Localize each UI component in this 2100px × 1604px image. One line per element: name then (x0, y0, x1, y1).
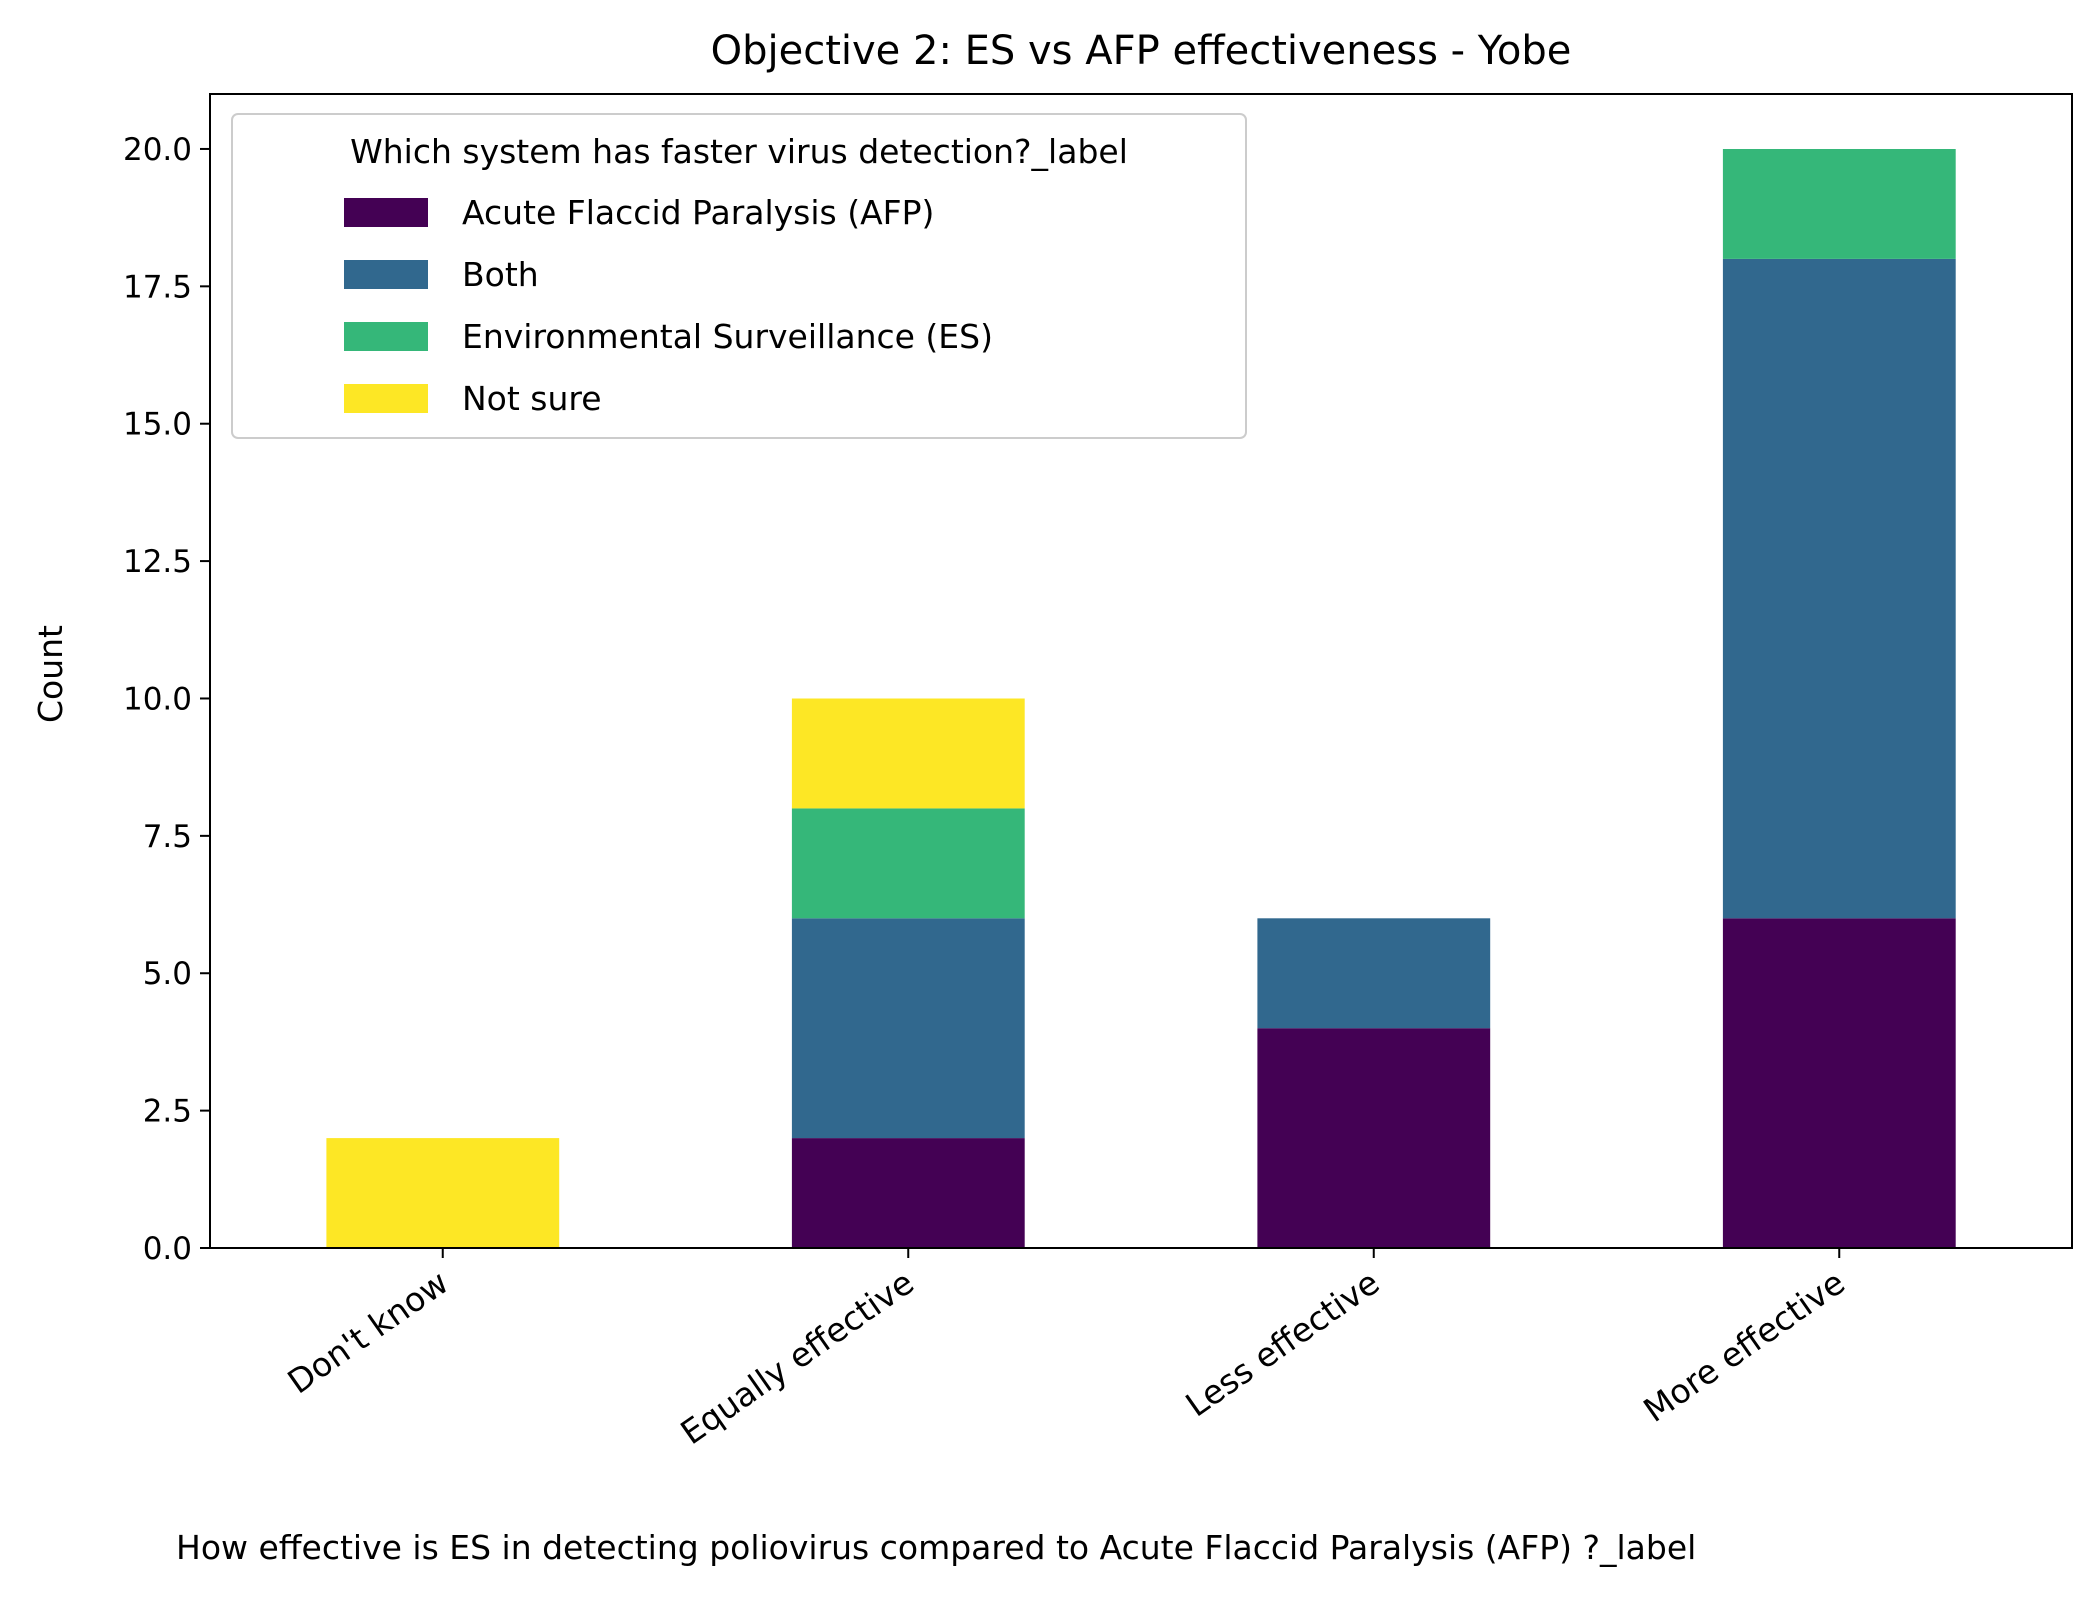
x-tick-label: Don't know (280, 1263, 455, 1402)
bar-segment (1722, 149, 1956, 259)
plot-frame (209, 93, 2073, 1249)
y-tick-label: 5.0 (143, 956, 192, 992)
chart-title: Objective 2: ES vs AFP effectiveness - Y… (711, 28, 1572, 74)
y-tick-label: 17.5 (123, 269, 192, 305)
y-tick-label: 15.0 (123, 407, 192, 443)
y-axis-label: Count (31, 625, 70, 723)
legend-label: Both (462, 255, 539, 294)
bar-segment (791, 808, 1025, 919)
x-axis-label: How effective is ES in detecting poliovi… (176, 1528, 1696, 1567)
x-tick-label: Less effective (1178, 1263, 1386, 1425)
legend-swatch (344, 322, 428, 351)
legend-swatch (344, 198, 428, 227)
bar-segment (1257, 1028, 1491, 1248)
legend-swatch (344, 260, 428, 289)
legend-label: Acute Flaccid Paralysis (AFP) (462, 193, 934, 232)
bar-segment (1722, 918, 1956, 1248)
bar-segment (791, 918, 1025, 1139)
legend-label: Not sure (462, 379, 602, 418)
legend-title: Which system has faster virus detection?… (350, 132, 1128, 171)
y-tick-label: 20.0 (123, 132, 192, 168)
legend-entries: Acute Flaccid Paralysis (AFP) Both Environ… (344, 193, 993, 418)
bar-segment (791, 1138, 1025, 1248)
bars-layer (326, 149, 1956, 1248)
legend-label: Environmental Surveillance (ES) (462, 317, 993, 356)
bar-segment (326, 1138, 560, 1248)
bar-segment (1257, 918, 1491, 1029)
y-tick-label: 2.5 (143, 1094, 192, 1130)
legend-swatch (344, 384, 428, 413)
y-tick-label: 10.0 (123, 681, 192, 717)
x-tick-label: Equally effective (673, 1263, 920, 1453)
y-tick-label: 7.5 (143, 819, 192, 855)
y-tick-label: 12.5 (123, 544, 192, 580)
bar-segment (791, 698, 1025, 809)
bar-segment (1722, 258, 1956, 919)
y-tick-label: 0.0 (143, 1231, 192, 1267)
legend-frame (231, 113, 1247, 439)
legend: Which system has faster virus detection?… (231, 113, 1247, 439)
x-tick-label: More effective (1636, 1263, 1851, 1430)
